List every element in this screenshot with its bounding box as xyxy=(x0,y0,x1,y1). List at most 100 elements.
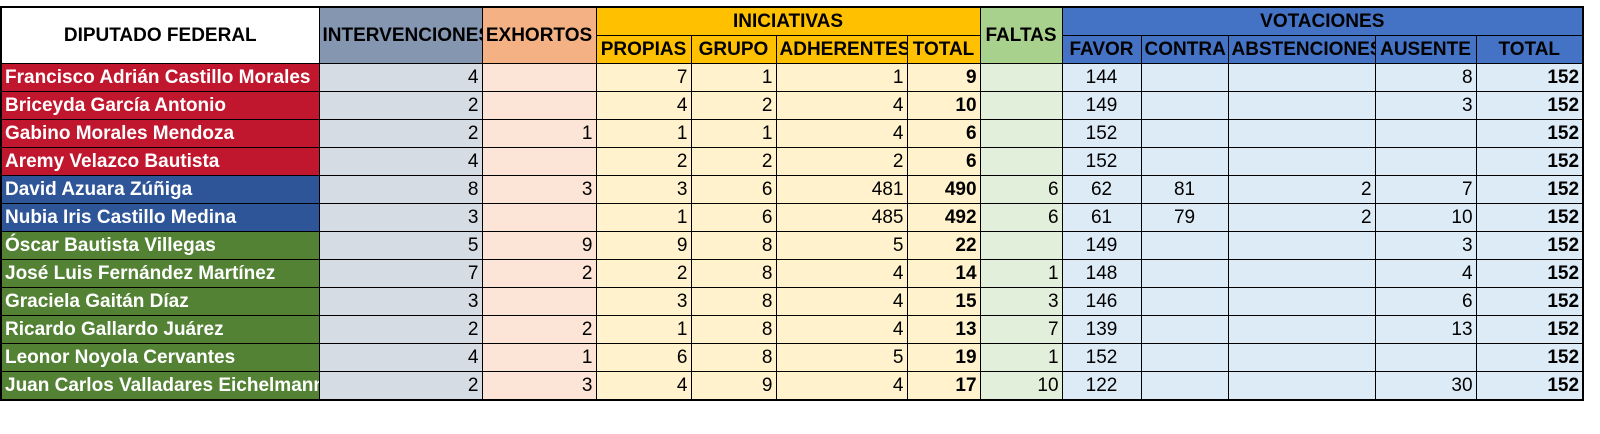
diputados-table: DIPUTADO FEDERAL INTERVENCIONES EXHORTOS… xyxy=(0,6,1585,401)
table-row: Juan Carlos Valladares Eichelmann 2 3 4 9 4 17… xyxy=(0,371,1584,401)
header-ausente: AUSENTE xyxy=(1374,35,1477,64)
cell-votaciones-total: 152 xyxy=(1475,203,1584,232)
cell-votaciones-total: 152 xyxy=(1475,259,1584,288)
cell-intervenciones: 4 xyxy=(318,147,483,176)
cell-exhortos xyxy=(481,147,597,176)
cell-votaciones-total: 152 xyxy=(1475,147,1584,176)
cell-intervenciones: 2 xyxy=(318,315,483,344)
cell-exhortos: 1 xyxy=(481,119,597,148)
table-header: DIPUTADO FEDERAL INTERVENCIONES EXHORTOS… xyxy=(0,6,1584,64)
cell-abstenciones xyxy=(1227,119,1376,148)
cell-abstenciones xyxy=(1227,343,1376,372)
cell-contra: 81 xyxy=(1140,175,1229,204)
header-favor: FAVOR xyxy=(1061,35,1142,64)
cell-adherentes: 5 xyxy=(775,343,908,372)
cell-abstenciones xyxy=(1227,63,1376,92)
cell-abstenciones xyxy=(1227,259,1376,288)
cell-diputado-name: David Azuara Zúñiga xyxy=(0,175,320,204)
cell-exhortos: 1 xyxy=(481,343,597,372)
cell-abstenciones xyxy=(1227,91,1376,120)
cell-favor: 146 xyxy=(1061,287,1142,316)
header-contra: CONTRA xyxy=(1140,35,1229,64)
cell-favor: 139 xyxy=(1061,315,1142,344)
cell-ausente: 10 xyxy=(1374,203,1477,232)
cell-faltas: 3 xyxy=(979,287,1063,316)
cell-exhortos: 2 xyxy=(481,259,597,288)
cell-abstenciones: 2 xyxy=(1227,203,1376,232)
table-row: Gabino Morales Mendoza 2 1 1 1 4 6 152 152 xyxy=(0,119,1584,148)
header-votaciones-total: TOTAL xyxy=(1475,35,1584,64)
cell-propias: 4 xyxy=(595,91,692,120)
cell-adherentes: 5 xyxy=(775,231,908,260)
cell-votaciones-total: 152 xyxy=(1475,63,1584,92)
cell-ausente: 30 xyxy=(1374,371,1477,401)
header-votaciones: VOTACIONES xyxy=(1061,6,1584,36)
cell-intervenciones: 2 xyxy=(318,371,483,401)
cell-abstenciones xyxy=(1227,231,1376,260)
cell-faltas: 7 xyxy=(979,315,1063,344)
cell-diputado-name: Juan Carlos Valladares Eichelmann xyxy=(0,371,320,401)
cell-votaciones-total: 152 xyxy=(1475,231,1584,260)
cell-diputado-name: Briceyda García Antonio xyxy=(0,91,320,120)
table-row: Briceyda García Antonio 2 4 2 4 10 149 3 152 xyxy=(0,91,1584,120)
cell-propias: 1 xyxy=(595,315,692,344)
cell-ausente: 8 xyxy=(1374,63,1477,92)
table-row: Nubia Iris Castillo Medina 3 1 6 485 492 6 61 79… xyxy=(0,203,1584,232)
cell-iniciativas-total: 19 xyxy=(906,343,981,372)
cell-faltas xyxy=(979,91,1063,120)
header-adherentes: ADHERENTES xyxy=(775,35,908,64)
cell-ausente: 3 xyxy=(1374,91,1477,120)
cell-adherentes: 485 xyxy=(775,203,908,232)
cell-grupo: 1 xyxy=(690,63,777,92)
cell-contra: 79 xyxy=(1140,203,1229,232)
cell-iniciativas-total: 6 xyxy=(906,119,981,148)
cell-ausente xyxy=(1374,119,1477,148)
cell-propias: 2 xyxy=(595,259,692,288)
cell-votaciones-total: 152 xyxy=(1475,371,1584,401)
cell-intervenciones: 8 xyxy=(318,175,483,204)
cell-contra xyxy=(1140,231,1229,260)
cell-diputado-name: Ricardo Gallardo Juárez xyxy=(0,315,320,344)
cell-votaciones-total: 152 xyxy=(1475,343,1584,372)
cell-intervenciones: 2 xyxy=(318,119,483,148)
cell-propias: 1 xyxy=(595,203,692,232)
cell-votaciones-total: 152 xyxy=(1475,175,1584,204)
cell-contra xyxy=(1140,91,1229,120)
cell-faltas xyxy=(979,231,1063,260)
table-row: David Azuara Zúñiga 8 3 3 6 481 490 6 62 81 2 7 152 xyxy=(0,175,1584,204)
cell-grupo: 9 xyxy=(690,371,777,401)
cell-grupo: 2 xyxy=(690,147,777,176)
cell-grupo: 2 xyxy=(690,91,777,120)
cell-exhortos: 3 xyxy=(481,175,597,204)
cell-contra xyxy=(1140,315,1229,344)
cell-favor: 144 xyxy=(1061,63,1142,92)
cell-faltas: 6 xyxy=(979,203,1063,232)
table-row: Francisco Adrián Castillo Morales 4 7 1 1 9 14… xyxy=(0,63,1584,92)
table-row: Graciela Gaitán Díaz 3 3 8 4 15 3 146 6 152 xyxy=(0,287,1584,316)
table-row: Leonor Noyola Cervantes 4 1 6 8 5 19 1 152 152 xyxy=(0,343,1584,372)
cell-favor: 61 xyxy=(1061,203,1142,232)
cell-exhortos: 9 xyxy=(481,231,597,260)
cell-intervenciones: 4 xyxy=(318,343,483,372)
cell-diputado-name: Gabino Morales Mendoza xyxy=(0,119,320,148)
cell-grupo: 8 xyxy=(690,259,777,288)
cell-diputado-name: Leonor Noyola Cervantes xyxy=(0,343,320,372)
cell-favor: 152 xyxy=(1061,343,1142,372)
cell-ausente: 3 xyxy=(1374,231,1477,260)
cell-contra xyxy=(1140,119,1229,148)
cell-grupo: 8 xyxy=(690,287,777,316)
table-body: Francisco Adrián Castillo Morales 4 7 1 1 9 14… xyxy=(0,63,1584,401)
cell-diputado-name: Graciela Gaitán Díaz xyxy=(0,287,320,316)
cell-contra xyxy=(1140,63,1229,92)
cell-votaciones-total: 152 xyxy=(1475,119,1584,148)
cell-intervenciones: 3 xyxy=(318,287,483,316)
cell-abstenciones: 2 xyxy=(1227,175,1376,204)
table-row: José Luis Fernández Martínez 7 2 2 8 4 14 1 148 4… xyxy=(0,259,1584,288)
cell-faltas: 10 xyxy=(979,371,1063,401)
cell-favor: 149 xyxy=(1061,91,1142,120)
cell-favor: 62 xyxy=(1061,175,1142,204)
header-faltas: FALTAS xyxy=(979,6,1063,64)
cell-iniciativas-total: 15 xyxy=(906,287,981,316)
cell-iniciativas-total: 17 xyxy=(906,371,981,401)
cell-favor: 148 xyxy=(1061,259,1142,288)
